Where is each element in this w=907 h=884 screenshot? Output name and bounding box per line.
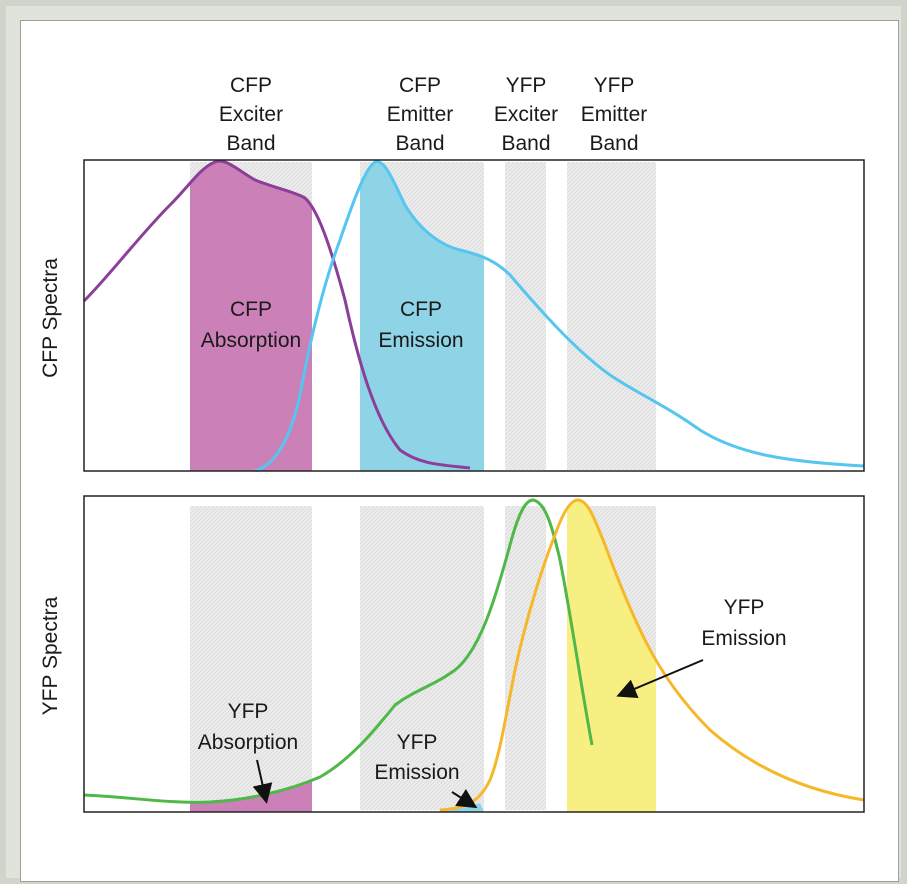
yfp-panel-border [83, 495, 865, 813]
yfp-panel: YFP Absorption YFP Emission YFP Emission… [39, 495, 865, 813]
cfp-exciter-band [190, 506, 312, 810]
band-header-line: YFP [506, 74, 547, 97]
yfp-exciter-band [505, 506, 546, 810]
band-header-cfp-emitter: CFP Emitter Band [387, 74, 454, 155]
cfp-absorption-label-line: Absorption [201, 329, 301, 352]
yfp-emission-small-label-line: YFP [397, 731, 438, 754]
cfp-axis-label: CFP Spectra [39, 258, 62, 378]
band-header-line: Emitter [581, 103, 648, 126]
yfp-emitter-band [567, 162, 656, 470]
band-header-line: Exciter [494, 103, 558, 126]
cfp-panel: CFP Absorption CFP Emission CFP Spectra [39, 159, 865, 473]
yfp-absorption-label-line: YFP [228, 700, 269, 723]
yfp-absorption-fill [190, 780, 312, 812]
cfp-emission-label-line: CFP [400, 298, 442, 321]
band-header-line: Band [226, 132, 275, 155]
cfp-emission-fill [360, 161, 484, 471]
yfp-emission-large-arrow [616, 659, 704, 698]
band-header-line: Band [395, 132, 444, 155]
yfp-emission-large-label-line: Emission [701, 627, 786, 650]
yfp-absorption-label-line: Absorption [198, 731, 298, 754]
band-header-yfp-exciter: YFP Exciter Band [494, 74, 558, 155]
yfp-absorption-curve [83, 498, 594, 804]
band-header-line: Emitter [387, 103, 454, 126]
yfp-emission-large-label-line: YFP [724, 596, 765, 619]
band-header-cfp-exciter: CFP Exciter Band [219, 74, 283, 155]
band-header-line: Band [501, 132, 550, 155]
yfp-emission-small-arrow [451, 788, 478, 809]
cfp-absorption-fill [190, 161, 312, 471]
yfp-emission-curve [439, 498, 865, 812]
band-header-line: YFP [594, 74, 635, 97]
band-header-line: Exciter [219, 103, 283, 126]
cfp-absorption-curve [82, 159, 471, 470]
cfp-emitter-band [360, 506, 484, 810]
band-header-yfp-emitter: YFP Emitter Band [581, 74, 648, 155]
cfp-emission-label-line: Emission [378, 329, 463, 352]
yfp-axis-label: YFP Spectra [39, 596, 62, 715]
cfp-absorption-label-line: CFP [230, 298, 272, 321]
yfp-emission-small-label-line: Emission [374, 761, 459, 784]
cfp-panel-border [83, 159, 865, 472]
band-header-line: Band [589, 132, 638, 155]
yfp-exciter-band [505, 162, 546, 470]
band-header-line: CFP [399, 74, 441, 97]
yfp-absorption-arrow [252, 759, 273, 804]
band-header-line: CFP [230, 74, 272, 97]
cfp-emission-curve [254, 160, 865, 473]
